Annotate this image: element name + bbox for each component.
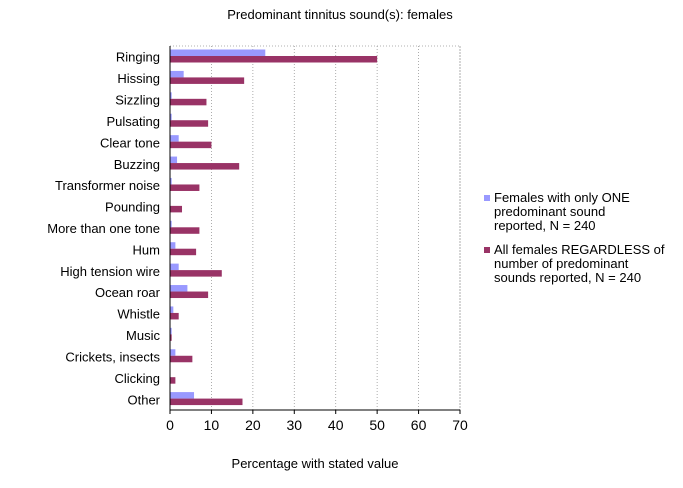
- bars: [170, 49, 378, 406]
- category-label-13: Music: [126, 328, 160, 343]
- plot-frame: [169, 45, 461, 411]
- bar-s0-12: [170, 306, 174, 313]
- category-label-11: Ocean roar: [95, 285, 161, 300]
- bar-s1-12: [170, 312, 179, 320]
- category-label-7: Pounding: [105, 200, 160, 215]
- bar-s0-10: [170, 263, 179, 271]
- bar-s1-0: [170, 56, 378, 63]
- x-tick-label-4: 40: [328, 417, 344, 433]
- category-label-2: Sizzling: [115, 93, 160, 108]
- legend-label-1-0: All females REGARDLESS of: [494, 242, 665, 257]
- bar-s1-8: [170, 227, 200, 234]
- bar-s0-14: [170, 349, 176, 356]
- bar-s0-8: [170, 220, 172, 228]
- legend-swatch-0: [484, 195, 490, 201]
- bar-s1-3: [170, 120, 209, 127]
- x-tick-label-1: 10: [204, 417, 220, 433]
- x-tick-label-0: 0: [166, 417, 174, 433]
- x-tick-label-2: 20: [245, 417, 261, 433]
- bar-s0-6: [170, 177, 172, 185]
- chart-title: Predominant tinnitus sound(s): females: [227, 7, 453, 22]
- bar-s0-0: [170, 49, 266, 56]
- legend-swatch-1: [484, 247, 490, 253]
- grid: [211, 46, 461, 410]
- bar-s1-11: [170, 291, 209, 299]
- bar-s1-15: [170, 377, 176, 384]
- bar-s0-4: [170, 135, 179, 142]
- category-label-0: Ringing: [116, 50, 160, 65]
- category-label-3: Pulsating: [107, 114, 160, 129]
- legend-label-0-2: reported, N = 240: [494, 218, 596, 233]
- x-tick-label-3: 30: [286, 417, 302, 433]
- category-label-12: Whistle: [117, 307, 160, 322]
- bar-s1-10: [170, 270, 222, 277]
- category-label-9: Hum: [133, 242, 160, 257]
- category-label-14: Crickets, insects: [65, 349, 160, 364]
- legend-label-0-0: Females with only ONE: [494, 190, 630, 205]
- bar-s1-7: [170, 205, 183, 213]
- category-label-1: Hissing: [117, 71, 160, 86]
- bar-s0-2: [170, 92, 172, 99]
- legend-label-1-2: sounds reported, N = 240: [494, 270, 641, 285]
- legend-label-0-1: predominant sound: [494, 204, 605, 219]
- x-tick-label-5: 50: [369, 417, 385, 433]
- bar-s1-13: [170, 334, 172, 341]
- bar-s0-3: [170, 113, 172, 121]
- bar-s1-1: [170, 77, 245, 84]
- bar-s1-2: [170, 98, 207, 106]
- legend-label-1-1: number of predominant: [494, 256, 629, 271]
- bar-s0-16: [170, 392, 195, 399]
- category-label-6: Transformer noise: [55, 178, 160, 193]
- category-label-10: High tension wire: [60, 264, 160, 279]
- bar-s1-16: [170, 398, 243, 406]
- x-tick-label-6: 60: [411, 417, 427, 433]
- bar-s0-5: [170, 156, 178, 164]
- bar-s0-1: [170, 70, 184, 78]
- bar-s1-9: [170, 248, 197, 256]
- category-label-15: Clicking: [114, 371, 160, 386]
- bar-s1-6: [170, 184, 200, 191]
- category-label-4: Clear tone: [100, 135, 160, 150]
- bar-s1-5: [170, 163, 240, 170]
- x-tick-labels: 0 10 20 30 40 50 60 70: [166, 410, 468, 433]
- bar-s0-11: [170, 285, 188, 292]
- category-label-5: Buzzing: [114, 157, 160, 172]
- bar-s0-9: [170, 242, 176, 249]
- category-label-16: Other: [127, 392, 160, 407]
- x-axis-title: Percentage with stated value: [232, 456, 399, 471]
- category-label-8: More than one tone: [47, 221, 160, 236]
- bar-s1-14: [170, 355, 193, 363]
- bar-s0-13: [170, 327, 172, 335]
- bar-s1-4: [170, 141, 212, 149]
- x-tick-label-7: 70: [452, 417, 468, 433]
- category-labels: Ringing Hissing Sizzling Pulsating Clear ton…: [47, 50, 160, 408]
